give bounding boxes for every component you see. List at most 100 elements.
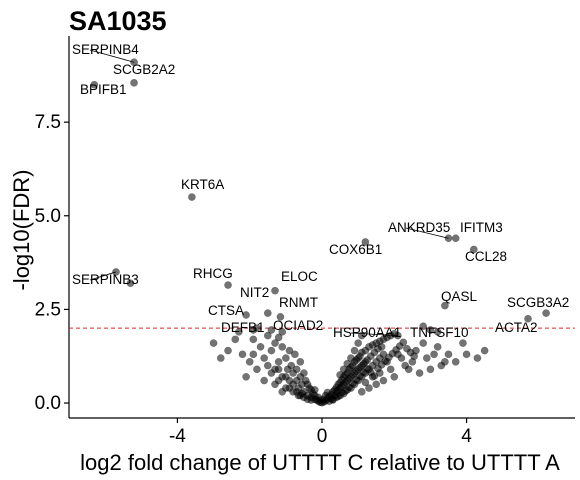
data-point	[307, 396, 316, 404]
data-point	[126, 279, 135, 288]
data-point	[441, 357, 449, 366]
data-point	[253, 365, 261, 374]
label-leader-line	[350, 332, 398, 337]
label-leader-line	[405, 227, 449, 239]
data-point	[249, 350, 258, 359]
label-leader-line	[89, 271, 117, 281]
gene-label: TNFSF10	[410, 325, 469, 340]
data-point	[422, 354, 431, 362]
data-point	[357, 387, 366, 396]
data-point	[451, 357, 460, 366]
gene-label: NIT2	[240, 285, 269, 300]
data-point	[267, 326, 276, 334]
labeled-points-group: SERPINB4 SCGB2A2 BPIFB1 KRT6A SERPINB3 RHCG NI…	[72, 42, 569, 340]
x-tick-label: 0	[317, 426, 328, 447]
chart-title: SA1035	[69, 6, 167, 36]
data-point	[377, 342, 386, 351]
data-point	[263, 331, 272, 340]
data-point	[294, 391, 303, 400]
labeled-data-point	[130, 58, 138, 67]
data-point	[245, 357, 254, 366]
data-point	[242, 372, 250, 381]
gene-label: DEFB1	[221, 320, 265, 335]
y-tick-label: 5.0	[35, 206, 61, 227]
data-point	[238, 350, 247, 359]
data-point	[370, 372, 379, 380]
data-point	[426, 365, 435, 374]
data-point	[292, 365, 301, 374]
data-point	[480, 346, 489, 355]
data-point	[224, 346, 232, 355]
labeled-data-point	[271, 286, 279, 295]
data-point	[365, 384, 373, 392]
labeled-data-point	[263, 309, 272, 317]
data-point	[426, 326, 435, 334]
data-point	[462, 350, 471, 359]
data-point	[271, 339, 279, 347]
data-point	[419, 322, 428, 331]
gene-label: RNMT	[279, 295, 318, 310]
data-point	[473, 354, 482, 362]
data-point	[296, 357, 305, 366]
data-point	[343, 359, 352, 368]
gene-label: ANKRD35	[388, 220, 450, 235]
gene-label: SCGB2A2	[113, 62, 175, 77]
data-point	[263, 361, 272, 370]
data-point	[271, 365, 279, 374]
data-point	[209, 339, 218, 347]
gene-label: CCL28	[465, 249, 507, 264]
data-point	[267, 346, 276, 355]
gene-label: QASL	[441, 289, 478, 304]
data-point	[361, 378, 370, 387]
data-point	[336, 371, 344, 379]
gene-label: KRT6A	[181, 177, 224, 192]
labeled-data-point	[444, 234, 453, 243]
data-point	[459, 339, 467, 347]
data-point	[397, 354, 406, 362]
labeled-data-point	[130, 78, 138, 87]
gene-label: CTSA	[208, 303, 244, 318]
labeled-data-point	[524, 314, 532, 323]
data-point	[249, 335, 258, 344]
x-tick-label: -4	[169, 426, 186, 447]
labeled-data-point	[361, 238, 370, 246]
data-point	[404, 365, 413, 374]
data-point	[278, 342, 287, 351]
gene-label: SCGB3A2	[507, 295, 569, 310]
data-point	[260, 376, 269, 385]
gene-label: IFITM3	[460, 220, 503, 235]
data-point	[256, 342, 265, 351]
data-point	[231, 335, 240, 344]
labeled-data-point	[469, 245, 478, 254]
data-point	[372, 380, 381, 389]
labeled-data-point	[394, 331, 402, 340]
data-point	[415, 369, 424, 377]
data-point	[310, 386, 319, 394]
gene-label: HSP90AA1	[333, 325, 401, 340]
data-point	[291, 350, 299, 359]
data-point	[274, 376, 283, 385]
data-point	[386, 365, 395, 374]
x-tick-label: 4	[461, 426, 472, 447]
gene-label: ELOC	[281, 269, 318, 284]
data-point	[235, 328, 243, 336]
data-point	[278, 387, 287, 396]
y-tick-label: 7.5	[35, 112, 61, 133]
labeled-data-point	[441, 301, 449, 310]
data-point	[430, 350, 438, 359]
data-point	[433, 342, 442, 351]
data-point	[260, 354, 269, 362]
data-point	[282, 372, 290, 381]
labeled-data-point	[249, 326, 258, 334]
y-tick-label: 2.5	[35, 299, 61, 320]
y-tick-label: 0.0	[35, 393, 61, 414]
labeled-data-point	[276, 313, 285, 321]
data-point	[274, 333, 283, 342]
data-point	[339, 365, 348, 374]
data-point	[444, 350, 453, 359]
data-point	[379, 376, 388, 385]
data-point	[350, 346, 359, 355]
y-axis-title: -log10(FDR)	[9, 169, 34, 290]
data-point	[274, 357, 283, 366]
labeled-data-point	[188, 193, 196, 201]
